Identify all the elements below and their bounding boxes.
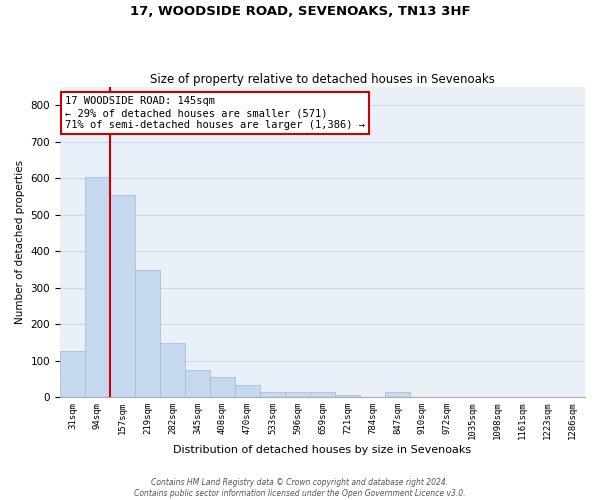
Bar: [185, 370, 210, 397]
Bar: [385, 392, 410, 397]
Bar: [310, 392, 335, 397]
Text: 17 WOODSIDE ROAD: 145sqm
← 29% of detached houses are smaller (571)
71% of semi-: 17 WOODSIDE ROAD: 145sqm ← 29% of detach…: [65, 96, 365, 130]
Bar: [235, 385, 260, 397]
Text: 17, WOODSIDE ROAD, SEVENOAKS, TN13 3HF: 17, WOODSIDE ROAD, SEVENOAKS, TN13 3HF: [130, 5, 470, 18]
Bar: [135, 270, 160, 397]
Bar: [85, 177, 110, 397]
X-axis label: Distribution of detached houses by size in Sevenoaks: Distribution of detached houses by size …: [173, 445, 472, 455]
Bar: [60, 352, 85, 397]
Title: Size of property relative to detached houses in Sevenoaks: Size of property relative to detached ho…: [150, 73, 495, 86]
Y-axis label: Number of detached properties: Number of detached properties: [15, 160, 25, 324]
Bar: [110, 196, 135, 397]
Bar: [260, 392, 285, 397]
Text: Contains HM Land Registry data © Crown copyright and database right 2024.
Contai: Contains HM Land Registry data © Crown c…: [134, 478, 466, 498]
Bar: [335, 395, 360, 397]
Bar: [285, 392, 310, 397]
Bar: [210, 377, 235, 397]
Bar: [160, 343, 185, 397]
